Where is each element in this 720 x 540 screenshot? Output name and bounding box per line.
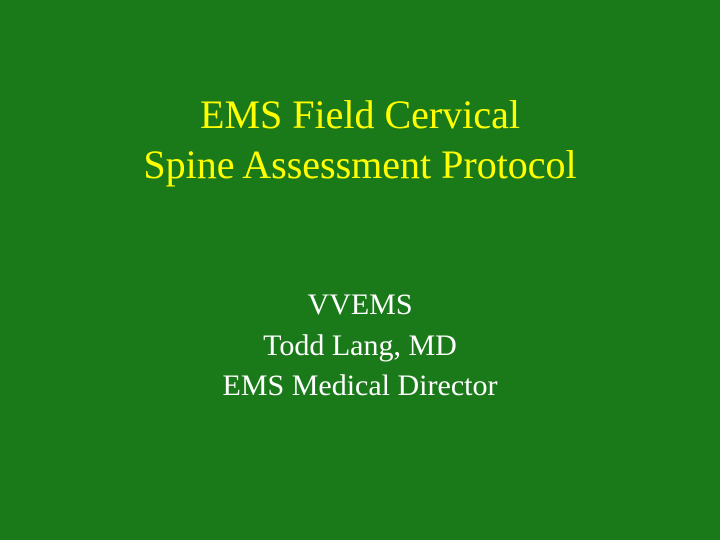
title-line-1: EMS Field Cervical	[143, 90, 576, 140]
slide-container: EMS Field Cervical Spine Assessment Prot…	[0, 0, 720, 540]
slide-subtitle: VVEMS Todd Lang, MD EMS Medical Director	[223, 285, 498, 407]
slide-title: EMS Field Cervical Spine Assessment Prot…	[143, 90, 576, 190]
subtitle-line-3: EMS Medical Director	[223, 366, 498, 407]
subtitle-line-1: VVEMS	[223, 285, 498, 326]
title-line-2: Spine Assessment Protocol	[143, 140, 576, 190]
subtitle-line-2: Todd Lang, MD	[223, 326, 498, 367]
